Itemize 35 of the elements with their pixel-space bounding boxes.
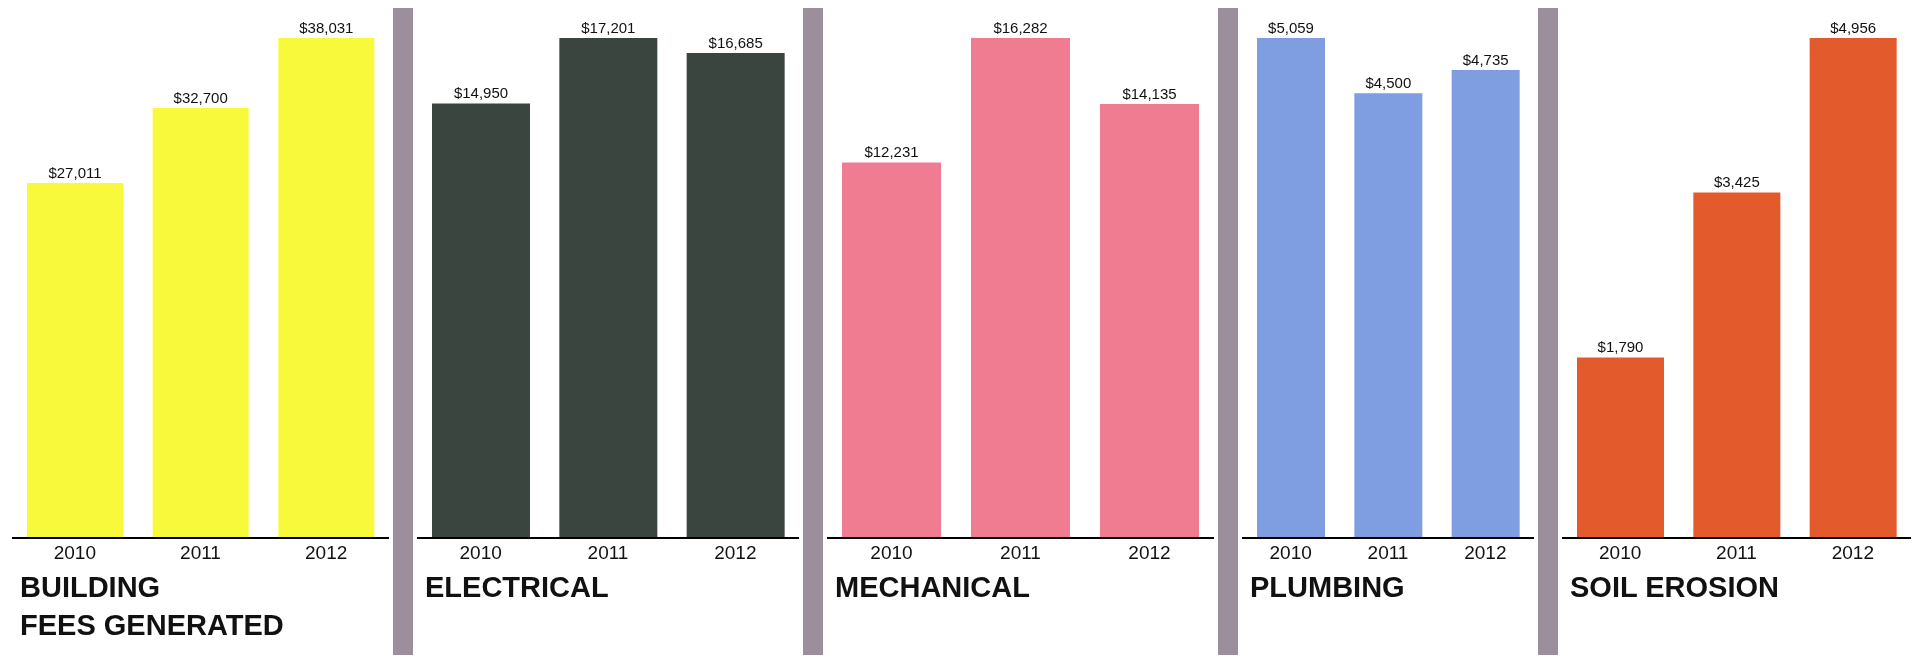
- x-tick-label: 2011: [1716, 542, 1757, 564]
- x-tick-label: 2012: [1831, 542, 1874, 564]
- text: BUILDING FEES GENERATED: [19, 570, 285, 643]
- data-label: $14,950: [453, 84, 509, 102]
- data-label: $14,135: [1122, 84, 1177, 102]
- x-tick-label: 2010: [459, 542, 502, 564]
- text: ELECTRICAL: [424, 570, 610, 605]
- data-label: $16,282: [993, 19, 1048, 36]
- data-label: $16,685: [708, 34, 763, 51]
- x-tick-label: 2010: [53, 542, 96, 564]
- data-label: $5,059: [1268, 19, 1314, 36]
- x-tick-label: 2012: [714, 542, 757, 564]
- x-tick-label: 2012: [1128, 542, 1171, 564]
- x-tick-label: 2011: [1367, 542, 1409, 564]
- data-label: $4,956: [1830, 19, 1877, 36]
- x-tick-label: 2010: [1269, 542, 1312, 564]
- data-label: $1,790: [1597, 338, 1644, 356]
- x-tick-label: 2010: [870, 542, 913, 564]
- text: MECHANICAL: [834, 570, 1031, 605]
- x-tick-label: 2012: [1464, 542, 1507, 564]
- text: SOIL EROSION: [1569, 570, 1780, 605]
- x-tick-label: 2011: [1000, 542, 1041, 564]
- data-label: $27,011: [48, 163, 102, 181]
- data-label: $12,231: [864, 143, 919, 161]
- x-tick-label: 2012: [305, 542, 348, 564]
- data-label: $38,031: [299, 19, 354, 36]
- x-tick-label: 2011: [587, 542, 629, 564]
- text: PLUMBING: [1249, 570, 1406, 605]
- x-tick-label: 2011: [180, 542, 221, 564]
- data-label: $4,500: [1365, 74, 1412, 92]
- data-label: $4,735: [1462, 51, 1509, 69]
- data-label: $32,700: [173, 89, 228, 107]
- x-tick-label: 2010: [1599, 542, 1642, 564]
- data-label: $17,201: [581, 19, 636, 36]
- data-label: $3,425: [1713, 173, 1760, 191]
